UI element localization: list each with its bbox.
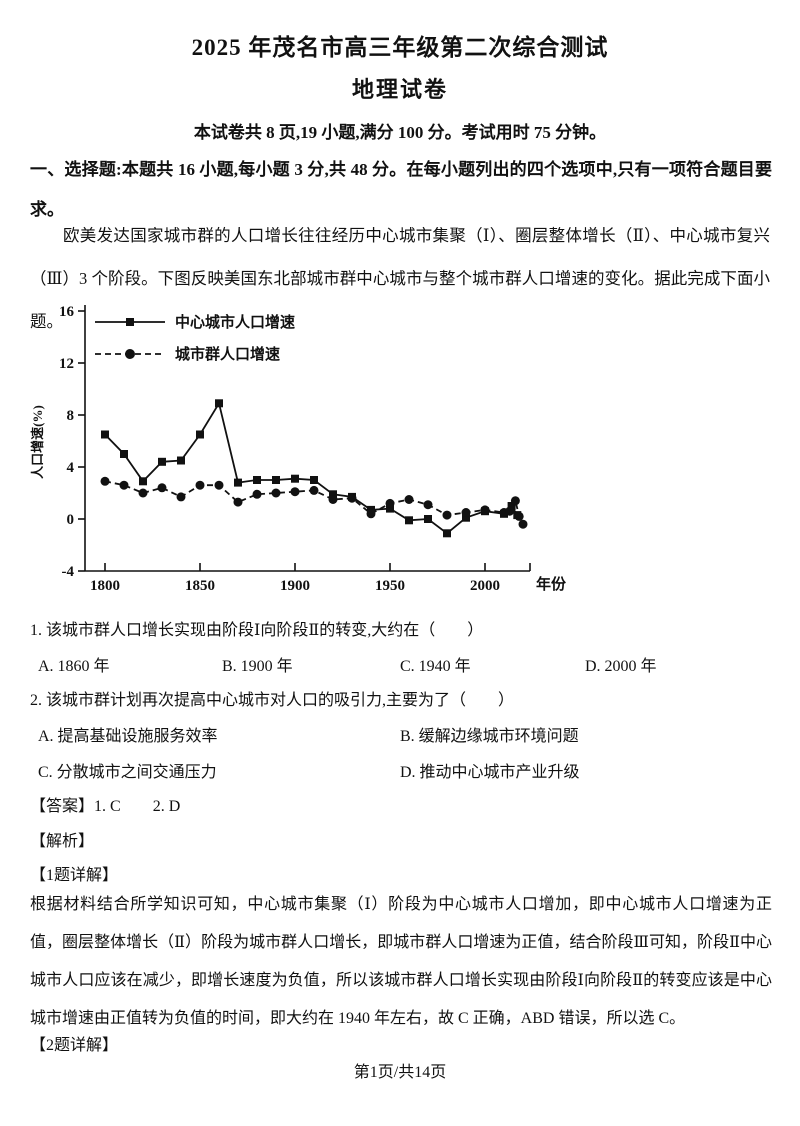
q2-option-b: B. 缓解边缘城市环境问题 — [400, 728, 579, 745]
question-1-options: A. 1860 年 B. 1900 年 C. 1940 年 D. 2000 年 — [0, 652, 800, 676]
q1-analysis-text: 根据材料结合所学知识可知，中心城市集聚（Ⅰ）阶段为中心城市人口增加，即中心城市人… — [30, 896, 772, 1027]
svg-text:中心城市人口增速: 中心城市人口增速 — [175, 313, 295, 331]
page-number: 第1页/共14页 — [353, 1064, 447, 1081]
q1-option-c: C. 1940 年 — [400, 658, 471, 675]
q1-option-a: A. 1860 年 — [38, 658, 110, 675]
question-2-options-row-2: C. 分散城市之间交通压力 D. 推动中心城市产业升级 — [0, 758, 800, 782]
svg-text:人口增速(%): 人口增速(%) — [30, 405, 45, 479]
exam-info-line: 本试卷共 8 页,19 小题,满分 100 分。考试用时 75 分钟。 — [193, 123, 607, 142]
question-1-stem: 1. 该城市群人口增长实现由阶段Ⅰ向阶段Ⅱ的转变,大约在（ ） — [30, 622, 484, 639]
q1-option-b: B. 1900 年 — [222, 658, 293, 675]
svg-text:8: 8 — [67, 408, 75, 424]
population-growth-line-chart: 16 12 8 4 0 -4 1800 1850 1900 1950 2000 年份 人口增速(%) 中心… — [28, 292, 578, 602]
page-title: 2025 年茂名市高三年级第二次综合测试 — [191, 35, 609, 60]
analysis-header: 【解析】 — [30, 833, 95, 850]
q1-analysis-header: 【1题详解】 — [30, 867, 119, 884]
question-2-options-row-1: A. 提高基础设施服务效率 B. 缓解边缘城市环境问题 — [0, 722, 800, 746]
q2-option-a: A. 提高基础设施服务效率 — [38, 728, 218, 745]
answer-values: 1. C 2. D — [94, 798, 181, 815]
q2-option-d: D. 推动中心城市产业升级 — [400, 764, 580, 781]
svg-text:1800: 1800 — [90, 578, 120, 594]
answer-label: 【答案】 — [30, 798, 95, 815]
svg-text:-4: -4 — [62, 564, 75, 580]
q2-analysis-header: 【2题详解】 — [30, 1037, 119, 1054]
intro-paragraph: 欧美发达国家城市群的人口增长往往经历中心城市集聚（Ⅰ）、圈层整体增长（Ⅱ）、中心… — [30, 226, 770, 331]
answer-line: 【答案】1. C 2. D — [30, 792, 770, 816]
page-subtitle: 地理试卷 — [351, 77, 448, 102]
svg-text:0: 0 — [67, 512, 75, 528]
chart-svg: 16 12 8 4 0 -4 1800 1850 1900 1950 2000 年份 人口增速(%) 中心… — [30, 304, 567, 594]
svg-text:2000: 2000 — [470, 578, 500, 594]
svg-text:1900: 1900 — [280, 578, 310, 594]
svg-text:1950: 1950 — [375, 578, 405, 594]
svg-text:16: 16 — [59, 304, 75, 320]
svg-text:城市群人口增速: 城市群人口增速 — [175, 345, 280, 363]
question-2-stem: 2. 该城市群计划再次提高中心城市对人口的吸引力,主要为了（ ） — [30, 692, 515, 709]
svg-text:12: 12 — [59, 356, 74, 372]
q2-option-c: C. 分散城市之间交通压力 — [38, 764, 217, 781]
svg-text:4: 4 — [67, 460, 75, 476]
svg-text:年份: 年份 — [536, 575, 567, 593]
q1-option-d: D. 2000 年 — [585, 658, 657, 675]
svg-text:1850: 1850 — [185, 578, 215, 594]
section-header: 一、选择题:本题共 16 小题,每小题 3 分,共 48 分。在每小题列出的四个… — [30, 160, 772, 219]
